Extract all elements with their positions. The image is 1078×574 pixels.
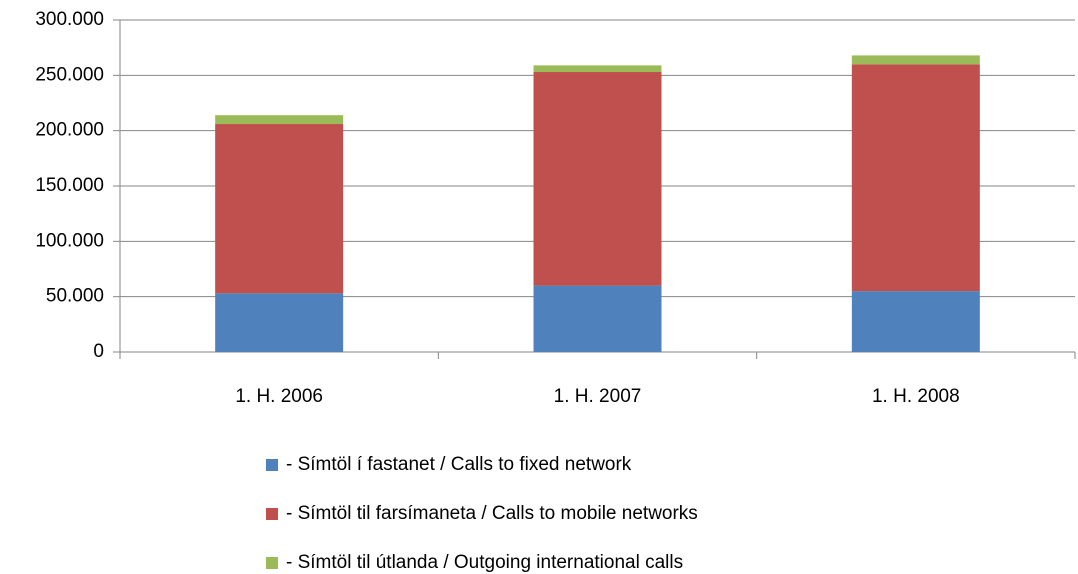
bar-segment: [533, 72, 662, 286]
y-tick-label: 300.000: [35, 9, 104, 30]
legend-swatch: [266, 459, 278, 471]
y-tick-label: 0: [93, 341, 104, 362]
x-tick-label: 1. H. 2007: [554, 386, 642, 407]
legend-swatch: [266, 557, 278, 569]
bar-segment: [533, 65, 662, 73]
legend-label: - Símtöl til útlanda / Outgoing internat…: [286, 552, 683, 573]
bar-segment: [533, 285, 662, 352]
bar-segment: [851, 55, 980, 65]
bar-segment: [215, 124, 344, 294]
bar-segment: [851, 64, 980, 292]
bar-segment: [215, 115, 344, 125]
x-tick-label: 1. H. 2006: [235, 386, 323, 407]
y-tick-label: 100.000: [35, 230, 104, 251]
bar-segment: [215, 293, 344, 352]
y-tick-label: 50.000: [46, 286, 104, 307]
y-tick-label: 150.000: [35, 175, 104, 196]
legend-label: - Símtöl til farsímaneta / Calls to mobi…: [286, 503, 698, 524]
bar-segment: [851, 291, 980, 352]
x-tick-label: 1. H. 2008: [872, 386, 960, 407]
legend-label: - Símtöl í fastanet / Calls to fixed net…: [286, 454, 632, 475]
y-tick-label: 250.000: [35, 64, 104, 85]
legend-swatch: [266, 508, 278, 520]
y-tick-label: 200.000: [35, 120, 104, 141]
